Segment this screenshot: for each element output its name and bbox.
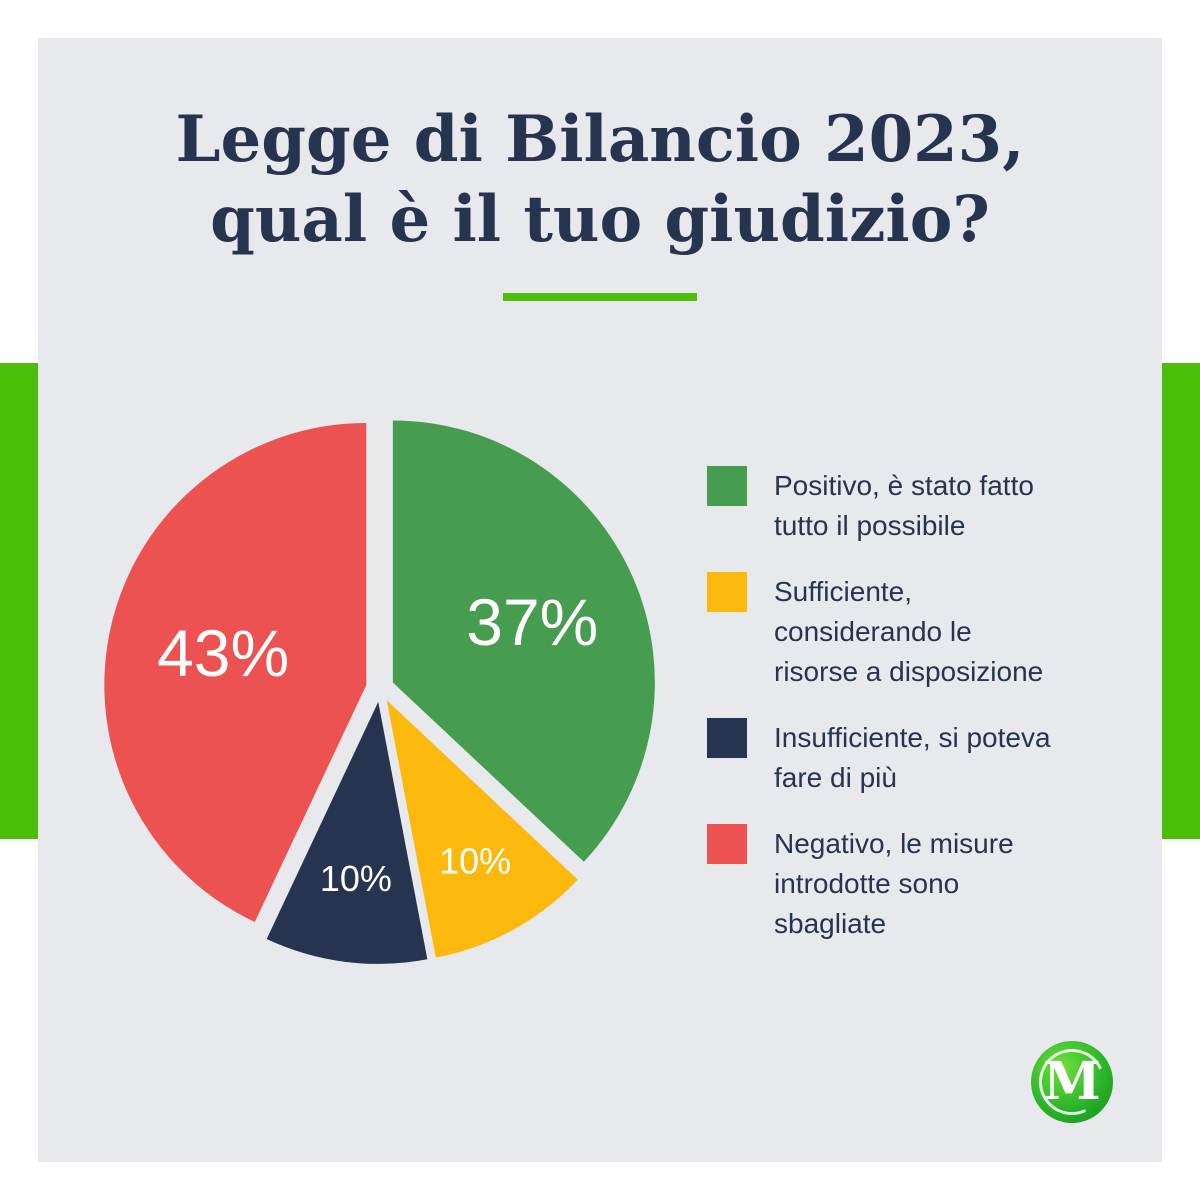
title-underline [503,293,697,301]
legend-swatch-sufficiente [707,572,747,612]
legend-label-positivo-line-2: tutto il possibile [774,510,966,541]
legend: Positivo, è stato fatto tutto il possibi… [707,466,1147,970]
legend-label-sufficiente-line-3: risorse a disposizione [774,656,1044,687]
legend-label-insufficiente-line-2: fare di più [774,762,897,793]
pie-label-insufficiente: 10% [320,858,392,899]
pie-label-sufficiente: 10% [439,840,511,881]
legend-item-insufficiente: Insufficiente, si poteva fare di più [707,718,1147,798]
chart-title: Legge di Bilancio 2023, qual è il tuo gi… [0,100,1200,260]
legend-label-negativo-line-1: Negativo, le misure [774,828,1014,859]
legend-label-sufficiente-line-1: Sufficiente, [774,576,913,607]
pie-slice-negativo [104,422,367,923]
chart-title-line-2: qual è il tuo giudizio? [210,182,990,257]
left-accent-bar [0,363,38,839]
pie-slice-insufficiente [266,701,428,964]
legend-label-positivo-line-1: Positivo, è stato fatto [774,470,1034,501]
legend-item-positivo: Positivo, è stato fatto tutto il possibi… [707,466,1147,546]
legend-swatch-negativo [707,824,747,864]
legend-label-negativo-line-3: sbagliate [774,908,887,939]
logo-letter: M [1043,1051,1101,1112]
pie-slice-sufficiente [386,700,578,958]
legend-swatch-insufficiente [707,718,747,758]
legend-label-negativo-line-2: introdotte sono [774,868,960,899]
chart-title-line-1: Legge di Bilancio 2023, [175,102,1025,177]
right-accent-bar [1162,363,1200,839]
legend-label-insufficiente-line-1: Insufficiente, si poteva [774,722,1051,753]
pie-slice-positivo [392,420,655,862]
legend-swatch-positivo [707,466,747,506]
legend-item-negativo: Negativo, le misure introdotte sono sbag… [707,824,1147,944]
legend-item-sufficiente: Sufficiente, considerando le risorse a d… [707,572,1147,692]
pie-label-positivo: 37% [466,585,598,659]
magazine-logo-icon: M [1029,1039,1115,1125]
legend-label-sufficiente-line-2: considerando le [774,616,972,647]
pie-chart: 37% 10% 10% 43% [104,420,655,964]
pie-label-negativo: 43% [157,616,289,690]
